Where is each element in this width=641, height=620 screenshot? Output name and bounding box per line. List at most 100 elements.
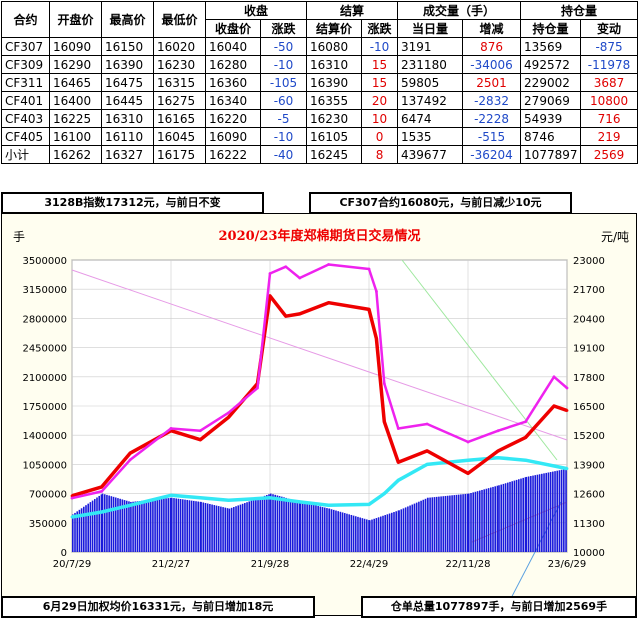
data-point — [382, 420, 386, 424]
data-point — [496, 456, 500, 460]
volume-bar — [407, 506, 409, 552]
trend-line — [71, 269, 568, 441]
data-point — [284, 265, 288, 269]
cell-close-chg: -10 — [259, 55, 308, 74]
col-vol: 当日量 — [397, 19, 464, 38]
cell-low: 16175 — [153, 145, 206, 164]
volume-bar — [276, 495, 279, 552]
volume-bar — [332, 509, 335, 552]
volume-bar — [177, 498, 180, 552]
data-point — [382, 492, 386, 495]
data-point — [100, 510, 104, 514]
cell-oi-chg: 2569 — [580, 145, 639, 164]
volume-bar — [112, 496, 115, 552]
y-right-tick-label: 19100 — [573, 344, 605, 355]
volume-bar — [483, 489, 485, 552]
volume-bar — [257, 498, 259, 552]
volume-bar — [520, 478, 522, 552]
volume-bar — [289, 499, 292, 552]
y-left-tick-label: 350000 — [29, 519, 67, 530]
volume-bar — [270, 493, 272, 552]
cell-open: 16290 — [49, 55, 102, 74]
data-point — [524, 420, 528, 424]
volume-bar — [123, 500, 126, 552]
x-tick-label: 21/2/27 — [152, 559, 191, 570]
cell-high: 16475 — [101, 73, 154, 92]
volume-bar — [391, 512, 393, 552]
volume-bar — [427, 497, 429, 552]
volume-bar — [215, 505, 218, 552]
volume-bar — [354, 516, 357, 552]
cell-contract: CF311 — [1, 73, 50, 92]
col-close-chg: 涨跌 — [259, 19, 308, 38]
volume-bar — [147, 500, 150, 552]
volume-bar — [128, 501, 130, 552]
col-settle-group: 结算 — [306, 1, 399, 20]
volume-bar — [89, 502, 92, 552]
cell-vol-chg: 2501 — [462, 73, 522, 92]
volume-bar — [310, 504, 313, 552]
volume-bar — [106, 494, 108, 552]
volume-bar — [384, 515, 386, 552]
volume-bar — [470, 492, 472, 552]
volume-bar — [184, 499, 186, 552]
data-point — [367, 308, 371, 311]
cell-vol: 439677 — [397, 145, 464, 164]
data-point — [268, 272, 272, 275]
cell-close-chg: -60 — [259, 91, 308, 110]
volume-bar — [468, 493, 470, 552]
data-point — [496, 429, 500, 433]
volume-bar — [440, 496, 442, 552]
volume-bar — [382, 515, 384, 552]
y-right-tick-label: 10000 — [573, 548, 605, 559]
volume-bar — [365, 519, 368, 552]
table-row: CF403 16225 16310 16165 16220 -5 16230 10 6474 -2… — [1, 109, 639, 128]
volume-bar — [485, 488, 488, 552]
volume-bar — [560, 469, 563, 552]
volume-bar — [388, 513, 391, 552]
cell-open: 16400 — [49, 91, 102, 110]
volume-bar — [85, 505, 87, 552]
y-right-axis-label: 元/吨 — [601, 230, 629, 244]
quote-body: CF307 16090 16150 16020 16040 -50 16080 -10 3191… — [1, 37, 639, 164]
volume-bar — [492, 486, 494, 552]
volume-bar — [341, 512, 344, 552]
data-point — [100, 485, 104, 489]
volume-bar — [451, 495, 453, 552]
volume-bar — [433, 497, 436, 552]
cell-open: 16100 — [49, 127, 102, 146]
cell-high: 16327 — [101, 145, 154, 164]
data-point — [198, 438, 202, 442]
volume-bar — [250, 500, 253, 552]
volume-bar — [361, 518, 364, 552]
volume-bar — [80, 508, 83, 552]
volume-bar — [248, 501, 251, 552]
cell-vol: 6474 — [397, 109, 464, 128]
volume-bar — [154, 499, 156, 552]
volume-bar — [323, 507, 326, 552]
volume-bar — [328, 508, 331, 552]
volume-bar — [541, 473, 543, 552]
volume-bar — [173, 498, 175, 552]
cell-high: 16445 — [101, 91, 154, 110]
data-point — [524, 436, 528, 439]
volume-bar — [502, 483, 505, 552]
y-right-tick-label: 12600 — [573, 490, 605, 501]
data-point — [227, 411, 231, 415]
data-point — [327, 503, 330, 507]
volume-bar — [371, 519, 373, 552]
volume-bar — [500, 484, 503, 552]
volume-bar — [418, 501, 420, 552]
contract-info-text: CF307合约16080元，与前日减少10元 — [339, 196, 542, 209]
volume-bar — [100, 494, 103, 552]
volume-bar — [534, 475, 537, 552]
data-point — [70, 515, 74, 519]
cell-oi: 13569 — [520, 37, 582, 56]
volume-bar — [287, 498, 290, 552]
cell-close: 16090 — [205, 127, 261, 146]
volume-bar — [524, 477, 527, 552]
data-point — [128, 503, 132, 507]
y-right-tick-label: 23000 — [573, 256, 605, 267]
volume-bar — [141, 500, 143, 552]
cell-oi: 8746 — [520, 127, 582, 146]
